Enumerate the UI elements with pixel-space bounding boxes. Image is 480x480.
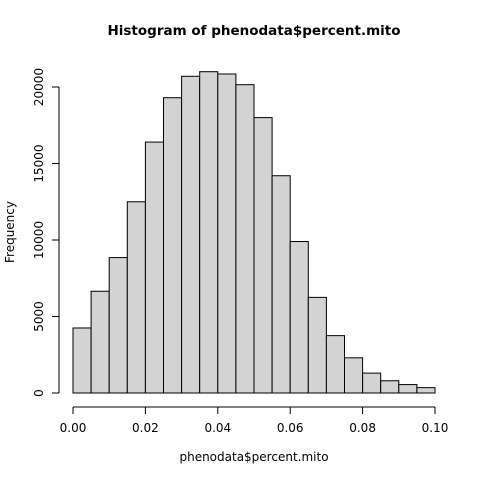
histogram-bar <box>90 290 110 394</box>
x-tick-label: 0.04 <box>204 421 231 435</box>
histogram-bar <box>108 257 128 394</box>
y-axis-label: Frequency <box>3 201 17 263</box>
histogram-bar <box>416 387 436 394</box>
histogram-bar <box>126 201 146 394</box>
histogram-bar <box>398 384 418 394</box>
x-axis-label: phenodata$percent.mito <box>179 450 328 464</box>
x-axis: 0.00 0.02 0.04 0.06 0.08 0.10 <box>60 406 449 435</box>
chart-title: Histogram of phenodata$percent.mito <box>107 23 400 39</box>
histogram-bar <box>344 357 364 394</box>
bars-group <box>72 71 436 394</box>
y-tick-label: 5000 <box>32 301 46 332</box>
histogram-bar <box>307 296 327 394</box>
histogram-bar <box>271 175 291 394</box>
y-axis: 0 5000 10000 15000 20000 <box>32 68 60 397</box>
x-tick-label: 0.08 <box>349 421 376 435</box>
histogram-bar <box>362 372 382 394</box>
y-tick-label: 10000 <box>32 221 46 259</box>
histogram-bar <box>235 84 255 394</box>
histogram-bar <box>217 73 237 394</box>
x-tick-label: 0.00 <box>60 421 87 435</box>
histogram-bar <box>163 97 183 394</box>
histogram-bar <box>72 327 92 394</box>
y-tick-label: 20000 <box>32 68 46 106</box>
y-tick-label: 0 <box>32 389 46 397</box>
x-tick-label: 0.06 <box>277 421 304 435</box>
histogram-bar <box>181 75 201 394</box>
x-tick-label: 0.02 <box>132 421 159 435</box>
histogram-bar <box>289 241 309 394</box>
histogram-bar <box>199 71 219 394</box>
histogram-bar <box>144 141 164 394</box>
histogram-bar <box>380 380 400 394</box>
histogram-bar <box>253 117 273 394</box>
x-tick-label: 0.10 <box>422 421 449 435</box>
histogram-bar <box>325 335 345 394</box>
y-tick-label: 15000 <box>32 144 46 182</box>
